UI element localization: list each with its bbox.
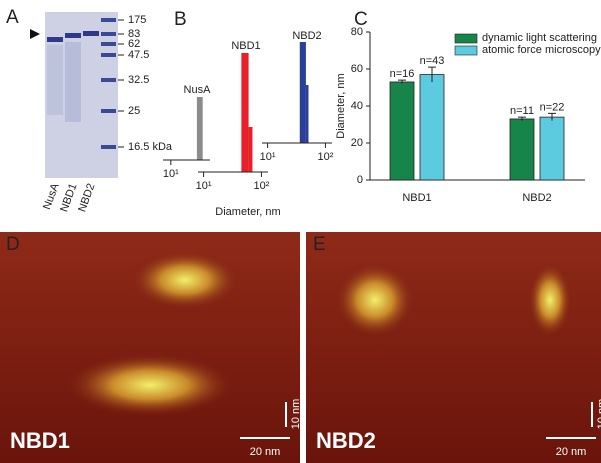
y-tick-label: 60 (351, 63, 363, 75)
x-tick-label: 10¹ (196, 180, 212, 192)
error-bar (428, 66, 436, 82)
bar (389, 81, 415, 181)
bar (419, 74, 445, 181)
marker-label: 25 (128, 105, 140, 117)
marker-label: 62 (128, 38, 140, 50)
x-tick-label: NBD1 (402, 192, 431, 204)
y-tick-label: 40 (351, 100, 363, 112)
error-bar (518, 116, 526, 121)
marker-band (101, 145, 116, 149)
x-tick-label: 10¹ (260, 151, 276, 163)
error-bar (548, 112, 556, 121)
image-label: NBD1 (10, 428, 70, 453)
afm-image (0, 232, 300, 463)
marker-band (101, 18, 116, 22)
hist-bar (305, 85, 309, 143)
marker-label: 16.5 kDa (128, 141, 173, 153)
bar (539, 116, 565, 181)
panel-label: D (6, 234, 20, 255)
legend-label: atomic force microscopy (482, 44, 601, 56)
marker-band (101, 78, 116, 82)
marker-band (101, 32, 116, 36)
y-axis-label: Diameter, nm (335, 73, 347, 138)
marker-label: 175 (128, 14, 146, 26)
series-label: NBD1 (231, 40, 260, 52)
panel-label: E (313, 234, 326, 255)
hist-bar (196, 97, 203, 160)
y-tick-label: 20 (351, 137, 363, 149)
marker-band (101, 42, 116, 46)
lane-label: NBD2 (76, 182, 97, 214)
hist-bar (241, 53, 249, 172)
legend-label: dynamic light scattering (482, 32, 597, 44)
x-tick-label: NBD2 (522, 192, 551, 204)
legend-swatch (454, 33, 478, 44)
scale-bar-label: 20 nm (250, 446, 281, 458)
y-tick-label: 0 (357, 174, 363, 186)
z-scale-label: 10 nm (596, 399, 601, 430)
image-label: NBD2 (316, 428, 376, 453)
z-scale-label: 10 nm (290, 399, 302, 430)
x-tick-label: 10² (317, 151, 333, 163)
marker-label: 47.5 (128, 49, 149, 61)
marker-band (101, 109, 116, 113)
marker-label: 83 (128, 28, 140, 40)
x-axis-label: Diameter, nm (215, 206, 280, 218)
series-label: NBD2 (292, 30, 321, 42)
bar (509, 118, 535, 181)
gel (30, 12, 118, 178)
n-label: n=43 (420, 55, 445, 67)
panel-label: A (6, 7, 19, 28)
scale-bar-label: 20 nm (556, 446, 587, 458)
series-label: NusA (184, 84, 212, 96)
x-tick-label: 10¹ (163, 168, 179, 180)
afm-image (306, 232, 601, 463)
legend-swatch (454, 45, 478, 56)
panel-label: C (354, 9, 368, 30)
error-bar (398, 79, 406, 84)
hist-bar (248, 127, 253, 172)
hist-bar (299, 42, 306, 143)
marker-band (101, 53, 116, 57)
panel-label: B (174, 9, 187, 30)
x-tick-label: 10² (253, 180, 269, 192)
n-label: n=16 (390, 68, 415, 80)
y-tick-label: 80 (351, 26, 363, 38)
n-label: n=11 (510, 105, 534, 117)
n-label: n=22 (540, 101, 565, 113)
marker-label: 32.5 (128, 74, 149, 86)
